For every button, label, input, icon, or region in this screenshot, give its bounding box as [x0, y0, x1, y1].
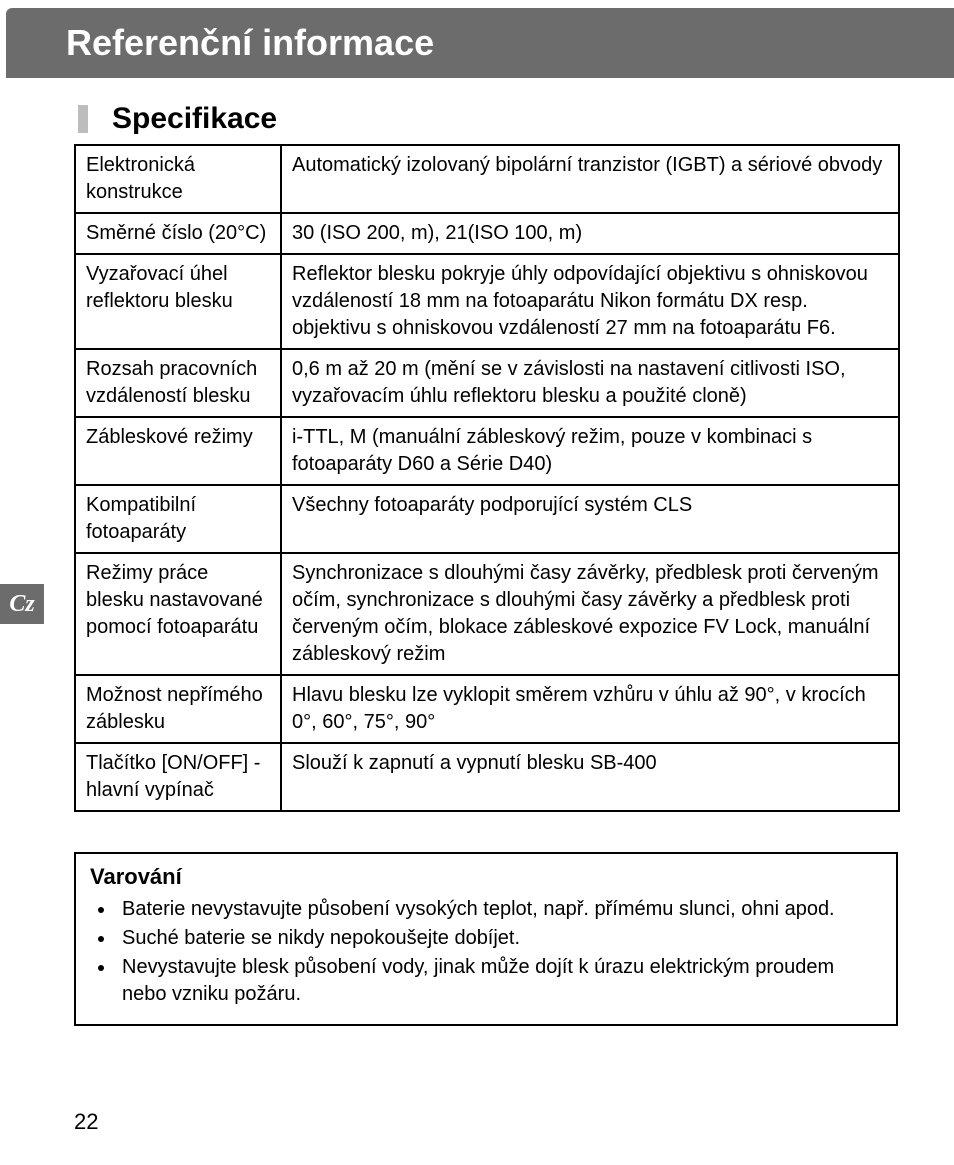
spec-label: Rozsah pracovních vzdáleností blesku: [75, 349, 281, 417]
spec-value: Automatický izolovaný bipolární tranzist…: [281, 145, 899, 213]
language-badge: Cz: [0, 584, 44, 624]
spec-value: Všechny fotoaparáty podporující systém C…: [281, 485, 899, 553]
section-marker-icon: [78, 105, 88, 133]
table-row: Kompatibilní fotoaparáty Všechny fotoapa…: [75, 485, 899, 553]
table-row: Elektronická konstrukce Automatický izol…: [75, 145, 899, 213]
spec-label: Zábleskové režimy: [75, 417, 281, 485]
table-row: Vyzařovací úhel reflektoru blesku Reflek…: [75, 254, 899, 349]
table-row: Tlačítko [ON/OFF] - hlavní vypínač Slouž…: [75, 743, 899, 811]
table-row: Zábleskové režimy i-TTL, M (manuální záb…: [75, 417, 899, 485]
spec-label: Režimy práce blesku nastavované pomocí f…: [75, 553, 281, 675]
list-item: Baterie nevystavujte působení vysokých t…: [116, 896, 882, 923]
section-title: Specifikace: [112, 102, 277, 136]
spec-label: Vyzařovací úhel reflektoru blesku: [75, 254, 281, 349]
spec-value: 30 (ISO 200, m), 21(ISO 100, m): [281, 213, 899, 254]
spec-value: Slouží k zapnutí a vypnutí blesku SB-400: [281, 743, 899, 811]
warning-list: Baterie nevystavujte působení vysokých t…: [90, 896, 882, 1008]
table-row: Možnost nepřímého záblesku Hlavu blesku …: [75, 675, 899, 743]
spec-value: 0,6 m až 20 m (mění se v závislosti na n…: [281, 349, 899, 417]
table-row: Režimy práce blesku nastavované pomocí f…: [75, 553, 899, 675]
page-header: Referenční informace: [6, 8, 954, 78]
spec-label: Kompatibilní fotoaparáty: [75, 485, 281, 553]
document-page: Referenční informace Specifikace Cz Elek…: [0, 8, 954, 1165]
warning-box: Varování Baterie nevystavujte působení v…: [74, 852, 898, 1026]
spec-table-body: Elektronická konstrukce Automatický izol…: [75, 145, 899, 811]
page-header-title: Referenční informace: [66, 22, 434, 63]
page-number: 22: [74, 1109, 98, 1135]
language-badge-text: Cz: [9, 591, 34, 618]
table-row: Směrné číslo (20°C) 30 (ISO 200, m), 21(…: [75, 213, 899, 254]
spec-label: Možnost nepřímého záblesku: [75, 675, 281, 743]
spec-value: Reflektor blesku pokryje úhly odpovídají…: [281, 254, 899, 349]
spec-value: Hlavu blesku lze vyklopit směrem vzhůru …: [281, 675, 899, 743]
section-heading-row: Specifikace: [78, 102, 954, 136]
spec-label: Tlačítko [ON/OFF] - hlavní vypínač: [75, 743, 281, 811]
spec-value: Synchronizace s dlouhými časy závěrky, p…: [281, 553, 899, 675]
spec-label: Směrné číslo (20°C): [75, 213, 281, 254]
spec-value: i-TTL, M (manuální zábleskový režim, pou…: [281, 417, 899, 485]
list-item: Suché baterie se nikdy nepokoušejte dobí…: [116, 925, 882, 952]
spec-label: Elektronická konstrukce: [75, 145, 281, 213]
warning-title: Varování: [90, 864, 882, 890]
spec-table: Elektronická konstrukce Automatický izol…: [74, 144, 900, 812]
list-item: Nevystavujte blesk působení vody, jinak …: [116, 954, 882, 1008]
table-row: Rozsah pracovních vzdáleností blesku 0,6…: [75, 349, 899, 417]
